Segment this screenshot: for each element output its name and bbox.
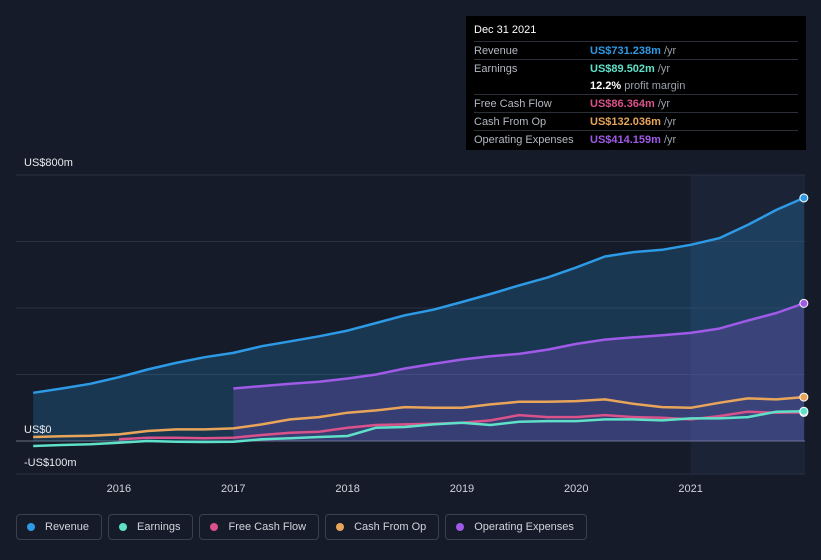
- tooltip-unit: profit margin: [624, 79, 686, 92]
- data-tooltip: Dec 31 2021 Revenue US$731.238m /yr Earn…: [466, 16, 806, 150]
- tooltip-row-earnings: Earnings US$89.502m /yr: [474, 59, 798, 77]
- x-tick-label: 2021: [678, 483, 702, 495]
- legend-dot-icon: [210, 523, 219, 531]
- cash-from-op-line: [33, 395, 805, 439]
- tooltip-unit: /yr: [663, 133, 677, 146]
- legend-label: Revenue: [45, 521, 90, 533]
- legend-dot-icon: [27, 523, 35, 531]
- chart-legend: Revenue Earnings Free Cash Flow Cash Fro…: [16, 514, 587, 540]
- tooltip-value: US$86.364m: [590, 97, 655, 110]
- tooltip-unit: /yr: [657, 97, 671, 110]
- tooltip-label: Free Cash Flow: [474, 97, 552, 110]
- tooltip-value: 12.2%: [590, 79, 622, 92]
- tooltip-label: Earnings: [474, 62, 518, 75]
- tooltip-date: Dec 31 2021: [474, 24, 537, 36]
- tooltip-row-fcf: Free Cash Flow US$86.364m /yr: [474, 94, 798, 112]
- x-tick-label: 2020: [564, 483, 588, 495]
- y-axis-label: US$0: [24, 424, 52, 436]
- legend-label: Cash From Op: [354, 521, 427, 533]
- operating-expenses-line: [233, 302, 805, 390]
- revenue-line: [33, 196, 805, 395]
- tooltip-value: US$132.036m: [590, 115, 661, 128]
- legend-revenue[interactable]: Revenue: [16, 514, 103, 540]
- legend-dot-icon: [119, 523, 128, 531]
- operating-expenses-end-marker: [799, 298, 809, 308]
- tooltip-row-revenue: Revenue US$731.238m /yr: [474, 41, 798, 59]
- revenue-end-marker: [799, 193, 809, 203]
- x-tick-label: 2018: [335, 483, 359, 495]
- legend-earnings[interactable]: Earnings: [108, 514, 194, 540]
- legend-free-cash-flow[interactable]: Free Cash Flow: [199, 514, 320, 540]
- tooltip-unit: /yr: [663, 44, 677, 57]
- tooltip-unit: /yr: [663, 115, 677, 128]
- cash-from-op-end-marker: [799, 392, 809, 402]
- tooltip-row-cfo: Cash From Op US$132.036m /yr: [474, 112, 798, 130]
- earnings-line: [33, 409, 804, 448]
- legend-cash-from-op[interactable]: Cash From Op: [325, 514, 440, 540]
- legend-dot-icon: [456, 523, 465, 531]
- tooltip-value: US$89.502m: [590, 62, 655, 75]
- legend-label: Free Cash Flow: [228, 521, 307, 533]
- x-tick-label: 2019: [450, 483, 474, 495]
- legend-dot-icon: [336, 523, 345, 531]
- tooltip-row-margin: 12.2% profit margin: [474, 77, 798, 94]
- x-tick-label: 2017: [221, 483, 245, 495]
- revenue-area: [33, 197, 804, 441]
- tooltip-label: Revenue: [474, 44, 519, 57]
- tooltip-label: Cash From Op: [474, 115, 547, 128]
- tooltip-label: Operating Expenses: [474, 133, 574, 146]
- tooltip-row-opex: Operating Expenses US$414.159m /yr: [474, 130, 798, 148]
- legend-label: Earnings: [137, 521, 181, 533]
- x-tick-label: 2016: [107, 483, 131, 495]
- tooltip-value: US$731.238m: [590, 44, 661, 57]
- earnings-end-marker: [799, 406, 809, 416]
- tooltip-unit: /yr: [657, 62, 671, 75]
- legend-label: Operating Expenses: [474, 521, 574, 533]
- legend-operating-expenses[interactable]: Operating Expenses: [445, 514, 587, 540]
- tooltip-value: US$414.159m: [590, 133, 661, 146]
- y-axis-label: -US$100m: [24, 457, 77, 469]
- y-axis-label: US$800m: [24, 157, 73, 169]
